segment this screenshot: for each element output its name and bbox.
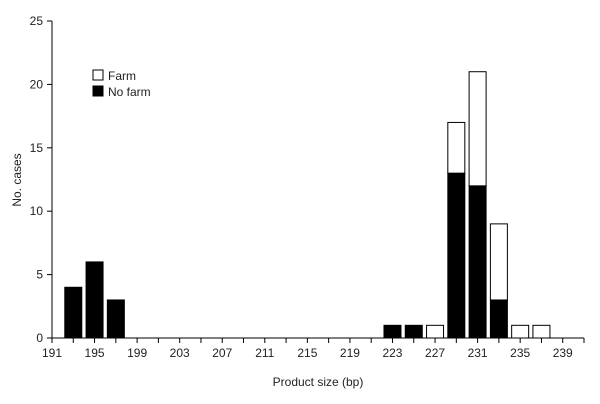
y-tick-label: 20 xyxy=(30,77,44,91)
bar-farm-233 xyxy=(489,223,508,301)
bars-layer xyxy=(64,71,551,339)
x-tick-label: 239 xyxy=(553,346,573,360)
y-tick-label: 5 xyxy=(36,268,43,282)
x-tick-label: 231 xyxy=(468,346,488,360)
x-tick-label: 219 xyxy=(340,346,360,360)
axes-layer xyxy=(51,21,584,339)
x-tick-label: 191 xyxy=(42,346,62,360)
x-tick-label: 215 xyxy=(297,346,317,360)
y-tick-label: 25 xyxy=(30,14,44,28)
legend-swatch-farm xyxy=(92,69,104,81)
bar-farm-231 xyxy=(468,71,487,187)
bar-farm-227 xyxy=(426,324,445,339)
x-tick-label: 207 xyxy=(212,346,232,360)
bar-no-farm-197 xyxy=(106,299,125,339)
bar-farm-229 xyxy=(447,121,466,174)
bar-no-farm-229 xyxy=(447,172,466,339)
legend-label-farm: Farm xyxy=(108,69,136,83)
legend: Farm No farm xyxy=(92,69,151,99)
bar-farm-235 xyxy=(511,324,530,339)
x-tick-label: 211 xyxy=(255,346,274,360)
x-tick-label: 227 xyxy=(425,346,445,360)
bar-no-farm-195 xyxy=(85,261,104,339)
bar-no-farm-231 xyxy=(468,185,487,339)
x-tick-label: 199 xyxy=(127,346,147,360)
y-tick-label: 0 xyxy=(36,331,43,345)
y-axis-title: No. cases xyxy=(10,153,24,206)
x-tick-label: 195 xyxy=(85,346,105,360)
legend-label-no-farm: No farm xyxy=(108,85,151,99)
x-tick-label: 235 xyxy=(510,346,530,360)
x-tick-label: 203 xyxy=(170,346,190,360)
legend-swatch-no-farm xyxy=(92,85,104,97)
x-axis-title: Product size (bp) xyxy=(273,375,364,389)
bar-no-farm-193 xyxy=(64,286,83,339)
bar-no-farm-233 xyxy=(489,299,508,339)
ticks-layer: 0 5 10 15 20 25 191 195 199 203 207 211 215 219 223 227… xyxy=(30,14,585,360)
bar-no-farm-225 xyxy=(404,324,423,339)
bar-no-farm-223 xyxy=(383,324,402,339)
y-tick-label: 15 xyxy=(30,141,44,155)
bar-farm-237 xyxy=(532,324,551,339)
x-tick-label: 223 xyxy=(382,346,402,360)
y-tick-label: 10 xyxy=(30,204,44,218)
